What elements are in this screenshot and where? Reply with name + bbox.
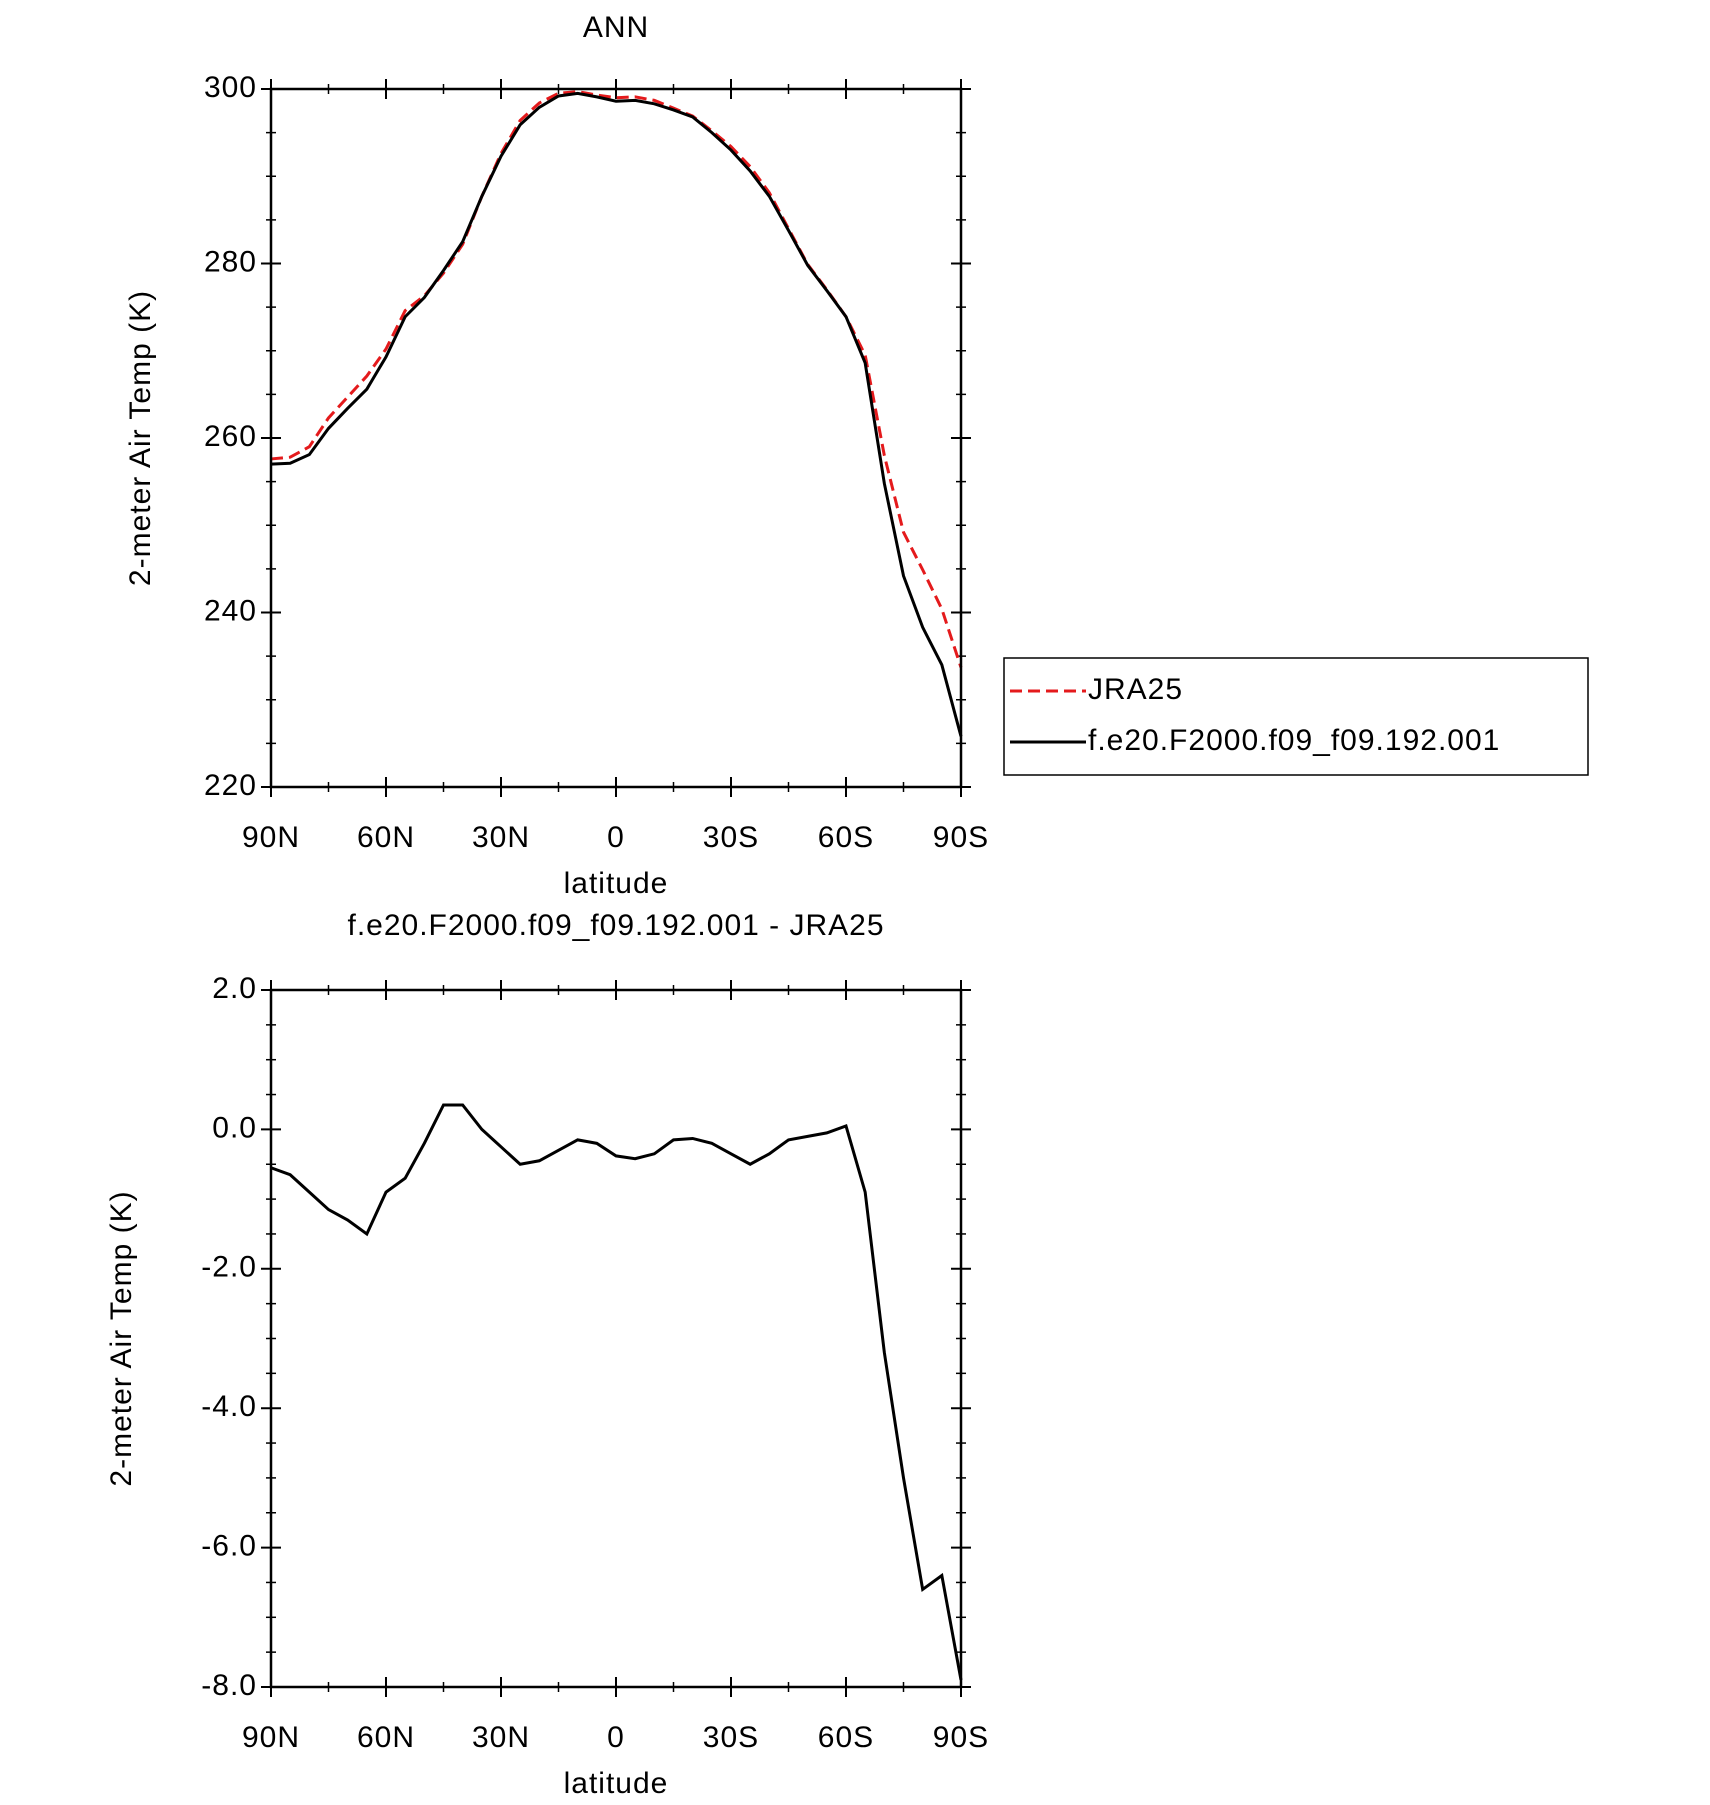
x-tick-label: 0 [607,1721,625,1754]
y-tick-label: 240 [204,594,257,627]
legend-label: f.e20.F2000.f09_f09.192.001 [1088,724,1500,757]
legend-label: JRA25 [1088,673,1183,706]
y-axis-label: 2-meter Air Temp (K) [124,290,157,586]
y-tick-label: -2.0 [201,1251,257,1284]
y-tick-label: 260 [204,420,257,453]
chart-title: f.e20.F2000.f09_f09.192.001 - JRA25 [347,909,884,942]
y-tick-label: 0.0 [212,1111,257,1144]
y-tick-label: 280 [204,245,257,278]
y-tick-label: 300 [204,71,257,104]
y-tick-label: 2.0 [212,972,257,1005]
chart-title: ANN [583,11,649,44]
x-tick-label: 60N [357,821,415,854]
x-tick-label: 30N [472,821,530,854]
data-line [270,91,963,737]
data-line [270,1103,963,1681]
y-tick-label: -4.0 [201,1390,257,1423]
x-tick-label: 90S [933,821,989,854]
legend-box [1003,657,1589,776]
y-tick-label: -8.0 [201,1669,257,1702]
x-tick-label: 30S [703,1721,759,1754]
y-tick-label: 220 [204,769,257,802]
x-tick-label: 90S [933,1721,989,1754]
y-axis-label: 2-meter Air Temp (K) [105,1190,138,1486]
x-tick-label: 60S [818,821,874,854]
data-line [270,90,963,668]
x-tick-label: 60N [357,1721,415,1754]
x-tick-label: 60S [818,1721,874,1754]
x-tick-label: 90N [242,821,300,854]
x-tick-label: 0 [607,821,625,854]
y-tick-label: -6.0 [201,1530,257,1563]
x-axis-label: latitude [564,867,669,900]
plot-frame [269,87,963,789]
x-axis-label: latitude [564,1767,669,1800]
x-tick-label: 30S [703,821,759,854]
x-tick-label: 30N [472,1721,530,1754]
x-tick-label: 90N [242,1721,300,1754]
plot-frame [269,988,963,1689]
